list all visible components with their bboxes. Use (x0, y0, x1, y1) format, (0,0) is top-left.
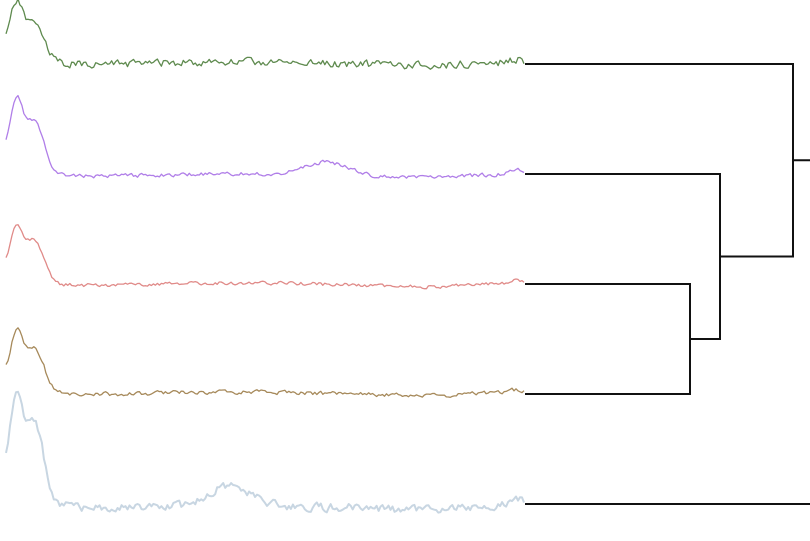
profile-curves (5, 0, 525, 514)
profile-curve-4 (5, 327, 525, 398)
profile-curve-5 (5, 390, 525, 514)
profile-curve-3 (5, 224, 525, 290)
dendrogram-links (525, 63, 810, 505)
profile-curve-2 (5, 94, 525, 179)
profile-curve-1 (5, 0, 525, 70)
